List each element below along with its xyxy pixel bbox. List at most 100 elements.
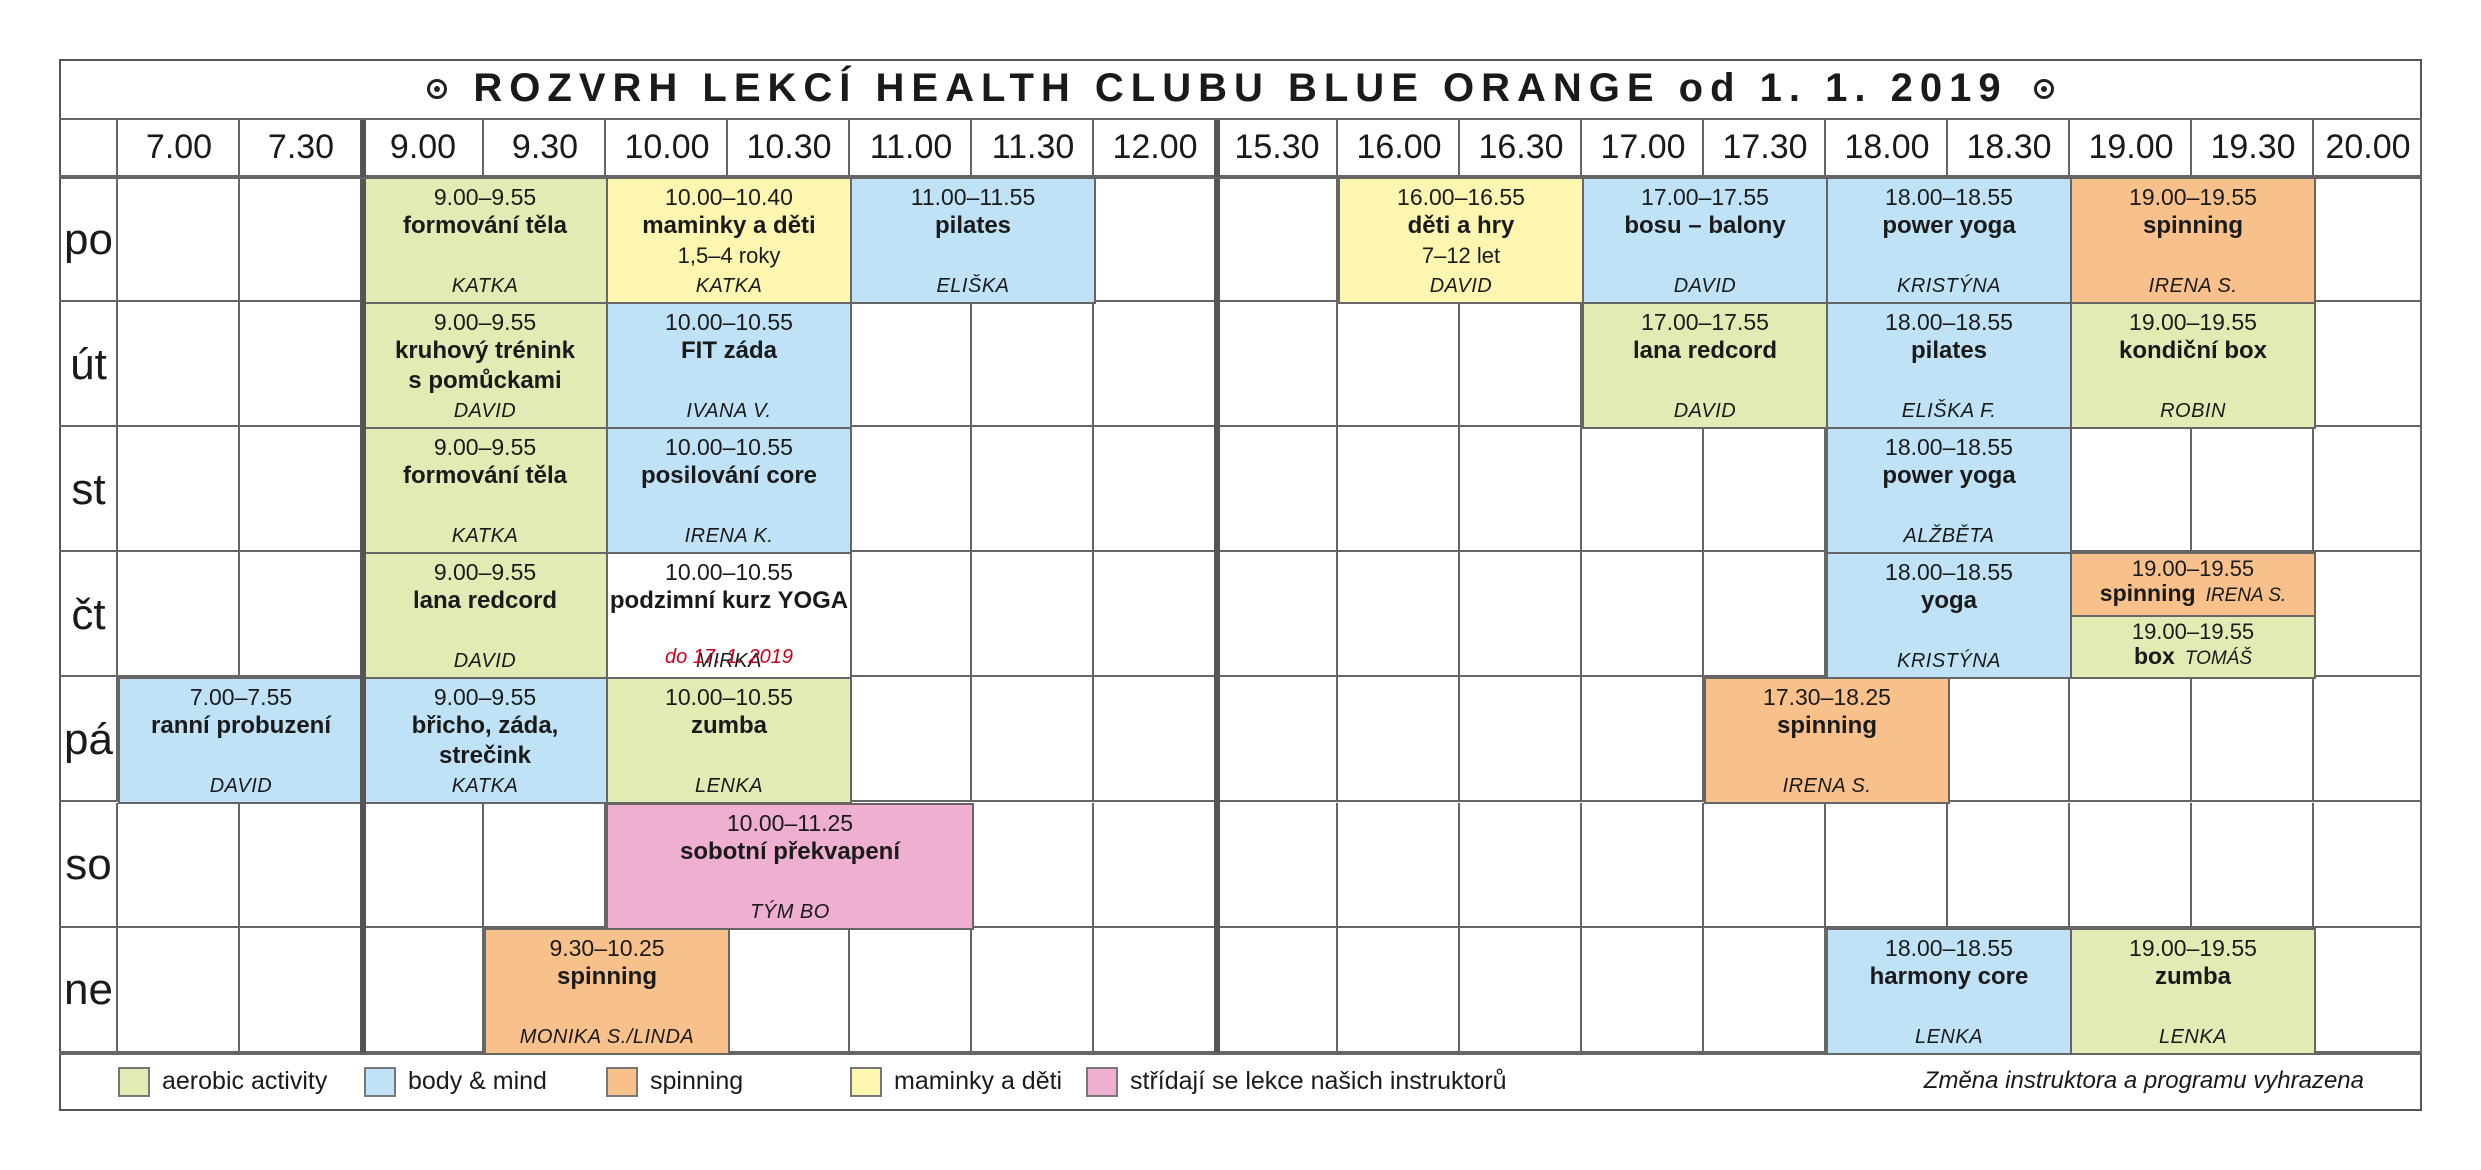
grid-cell [240,802,362,928]
grid-cell [1948,677,2070,803]
lesson-block[interactable]: 9.00–9.55 formování těla KATKA [362,177,608,305]
grid-cell [484,118,606,177]
lesson-name: děti a hry [1407,212,1515,239]
lesson-block[interactable]: 11.00–11.55 pilates ELIŠKA [850,177,1096,305]
lesson-time: 10.00–11.25 [726,809,854,836]
lesson-block[interactable]: 19.00–19.55 kondiční box ROBIN [2070,302,2316,430]
grid-cell [240,302,362,428]
section-divider [360,118,366,1053]
grid-cell [118,927,240,1053]
grid-cell [1216,677,1338,803]
lesson-instructor: ALŽBĚTA [1903,525,1995,548]
lesson-block[interactable]: 18.00–18.55 yoga KRISTÝNA [1826,552,2072,680]
day-label: út [70,339,107,389]
section-divider [1214,118,1220,1053]
lesson-block[interactable]: 9.30–10.25 spinning MONIKA S./LINDA [484,927,730,1055]
lesson-subtitle: 7–12 let [1421,243,1501,268]
lesson-block[interactable]: 10.00–10.55 podzimní kurz YOGA MIRKA do 17.… [606,552,852,680]
grid-cell [1948,118,2070,177]
lesson-block[interactable]: 9.00–9.55 lana redcord DAVID [362,552,608,680]
lesson-block[interactable]: 18.00–18.55 power yoga KRISTÝNA [1826,177,2072,305]
grid-cell [2192,427,2314,553]
grid-cell [2070,802,2192,928]
lesson-name: FIT záda [680,337,777,365]
lesson-name: pilates [934,212,1012,239]
grid-cell [362,802,484,928]
grid-cell [484,802,606,928]
lesson-name: břicho, záda, strečink [411,712,559,770]
grid-cell [2192,802,2314,928]
time-header: 10.00 [624,128,710,166]
lesson-block[interactable]: 9.00–9.55 břicho, záda, strečink KATKA [362,677,608,805]
grid-cell [2070,677,2192,803]
lesson-name: ranní probuzení [151,712,331,740]
lesson-block[interactable]: 10.00–10.55 posilování core IRENA K. [606,427,852,555]
lesson-instructor: DAVID [453,400,517,423]
lesson-name: power yoga [1882,462,2016,490]
target-icon [427,78,448,99]
lesson-block[interactable]: 19.00–19.55 spinning IRENA S. [2070,177,2316,305]
grid-cell [1216,177,1338,303]
lesson-block[interactable]: 17.00–17.55 lana redcord DAVID [1582,302,1828,430]
grid-cell [1460,552,1582,678]
lesson-block[interactable]: 10.00–10.40 maminky a děti 1,5–4 roky KATKA [606,177,852,305]
lesson-block[interactable]: 18.00–18.55 power yoga ALŽBĚTA [1826,427,2072,555]
lesson-block[interactable]: 9.00–9.55 kruhový trénink s pomůckami DAVI… [362,302,608,430]
lesson-block[interactable]: 10.00–11.25 sobotní překvapení TÝM BO [606,802,974,930]
lesson-name: yoga [1920,587,1977,615]
grid-cell [1216,427,1338,553]
lesson-block[interactable]: 16.00–16.55 děti a hry 7–12 let DAVID [1338,177,1584,305]
legend-label-instructors: střídají se lekce našich instruktorů [1130,1067,1507,1095]
lesson-instructor: ROBIN [2160,400,2226,423]
legend: aerobic activity body & mind spinning ma… [59,1053,2422,1111]
grid-cell [1582,677,1704,803]
time-header: 18.30 [1966,128,2052,166]
time-header: 16.30 [1478,128,1564,166]
grid-cell [240,927,362,1053]
lesson-instructor: KRISTÝNA [1896,275,2002,298]
grid-cell [1094,677,1216,803]
lesson-block[interactable]: 18.00–18.55 pilates ELIŠKA F. [1826,302,2072,430]
time-header: 9.00 [389,128,457,166]
lesson-time: 19.00–19.55 [2131,618,2255,644]
lesson-time: 17.00–17.55 [1641,184,1769,210]
grid-cell [850,677,972,803]
lesson-name: box TOMÁŠ [2072,643,2314,672]
day-label: po [64,214,113,264]
time-header: 16.00 [1356,128,1442,166]
lesson-time: 18.00–18.55 [1885,559,2013,586]
lesson-instructor: DAVID [209,775,273,798]
lesson-block[interactable]: 10.00–10.55 FIT záda IVANA V. [606,302,852,430]
lesson-name: kondiční box [2118,337,2267,365]
schedule-title: ROZVRH LEKCÍ HEALTH CLUBU BLUE ORANGE od… [473,66,2008,110]
grid-cell [1338,118,1460,177]
grid-cell [728,927,850,1053]
time-header: 20.00 [2325,128,2411,166]
grid-cell [2314,118,2422,177]
lesson-block[interactable]: 18.00–18.55 harmony core LENKA [1826,927,2072,1055]
lesson-block[interactable]: 10.00–10.55 zumba LENKA [606,677,852,805]
grid-cell [2192,677,2314,803]
lesson-name: podzimní kurz YOGA [609,587,849,615]
lesson-block[interactable]: 7.00–7.55 ranní probuzení DAVID [118,677,364,805]
legend-label-body-mind: body & mind [408,1067,547,1095]
lesson-block-half[interactable]: 19.00–19.55 box TOMÁŠ [2070,614,2316,680]
lesson-block[interactable]: 17.00–17.55 bosu – balony DAVID [1582,177,1828,305]
grid-cell [118,177,240,303]
grid-cell [2314,677,2422,803]
grid-cell [240,427,362,553]
lesson-block[interactable]: 9.00–9.55 formování těla KATKA [362,427,608,555]
lesson-block[interactable]: 17.30–18.25 spinning IRENA S. [1704,677,1950,805]
legend-swatch-maminky [850,1067,882,1097]
grid-cell [1948,802,2070,928]
grid-cell [118,118,240,177]
lesson-name: power yoga [1882,212,2016,239]
lesson-time: 19.00–19.55 [2129,184,2257,210]
time-header: 11.30 [991,128,1075,166]
lesson-instructor: KRISTÝNA [1896,650,2002,673]
lesson-block[interactable]: 19.00–19.55 zumba LENKA [2070,927,2316,1055]
lesson-instructor: DAVID [453,650,517,673]
grid-cell [2192,118,2314,177]
lesson-block-half[interactable]: 19.00–19.55 spinning IRENA S. [2070,552,2316,617]
grid-cell [1582,427,1704,553]
